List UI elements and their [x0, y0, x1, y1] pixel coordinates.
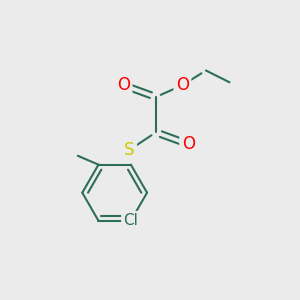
Text: O: O [117, 76, 130, 94]
Text: O: O [176, 76, 189, 94]
Text: S: S [124, 141, 135, 159]
Text: O: O [182, 135, 195, 153]
Text: Cl: Cl [123, 213, 138, 228]
